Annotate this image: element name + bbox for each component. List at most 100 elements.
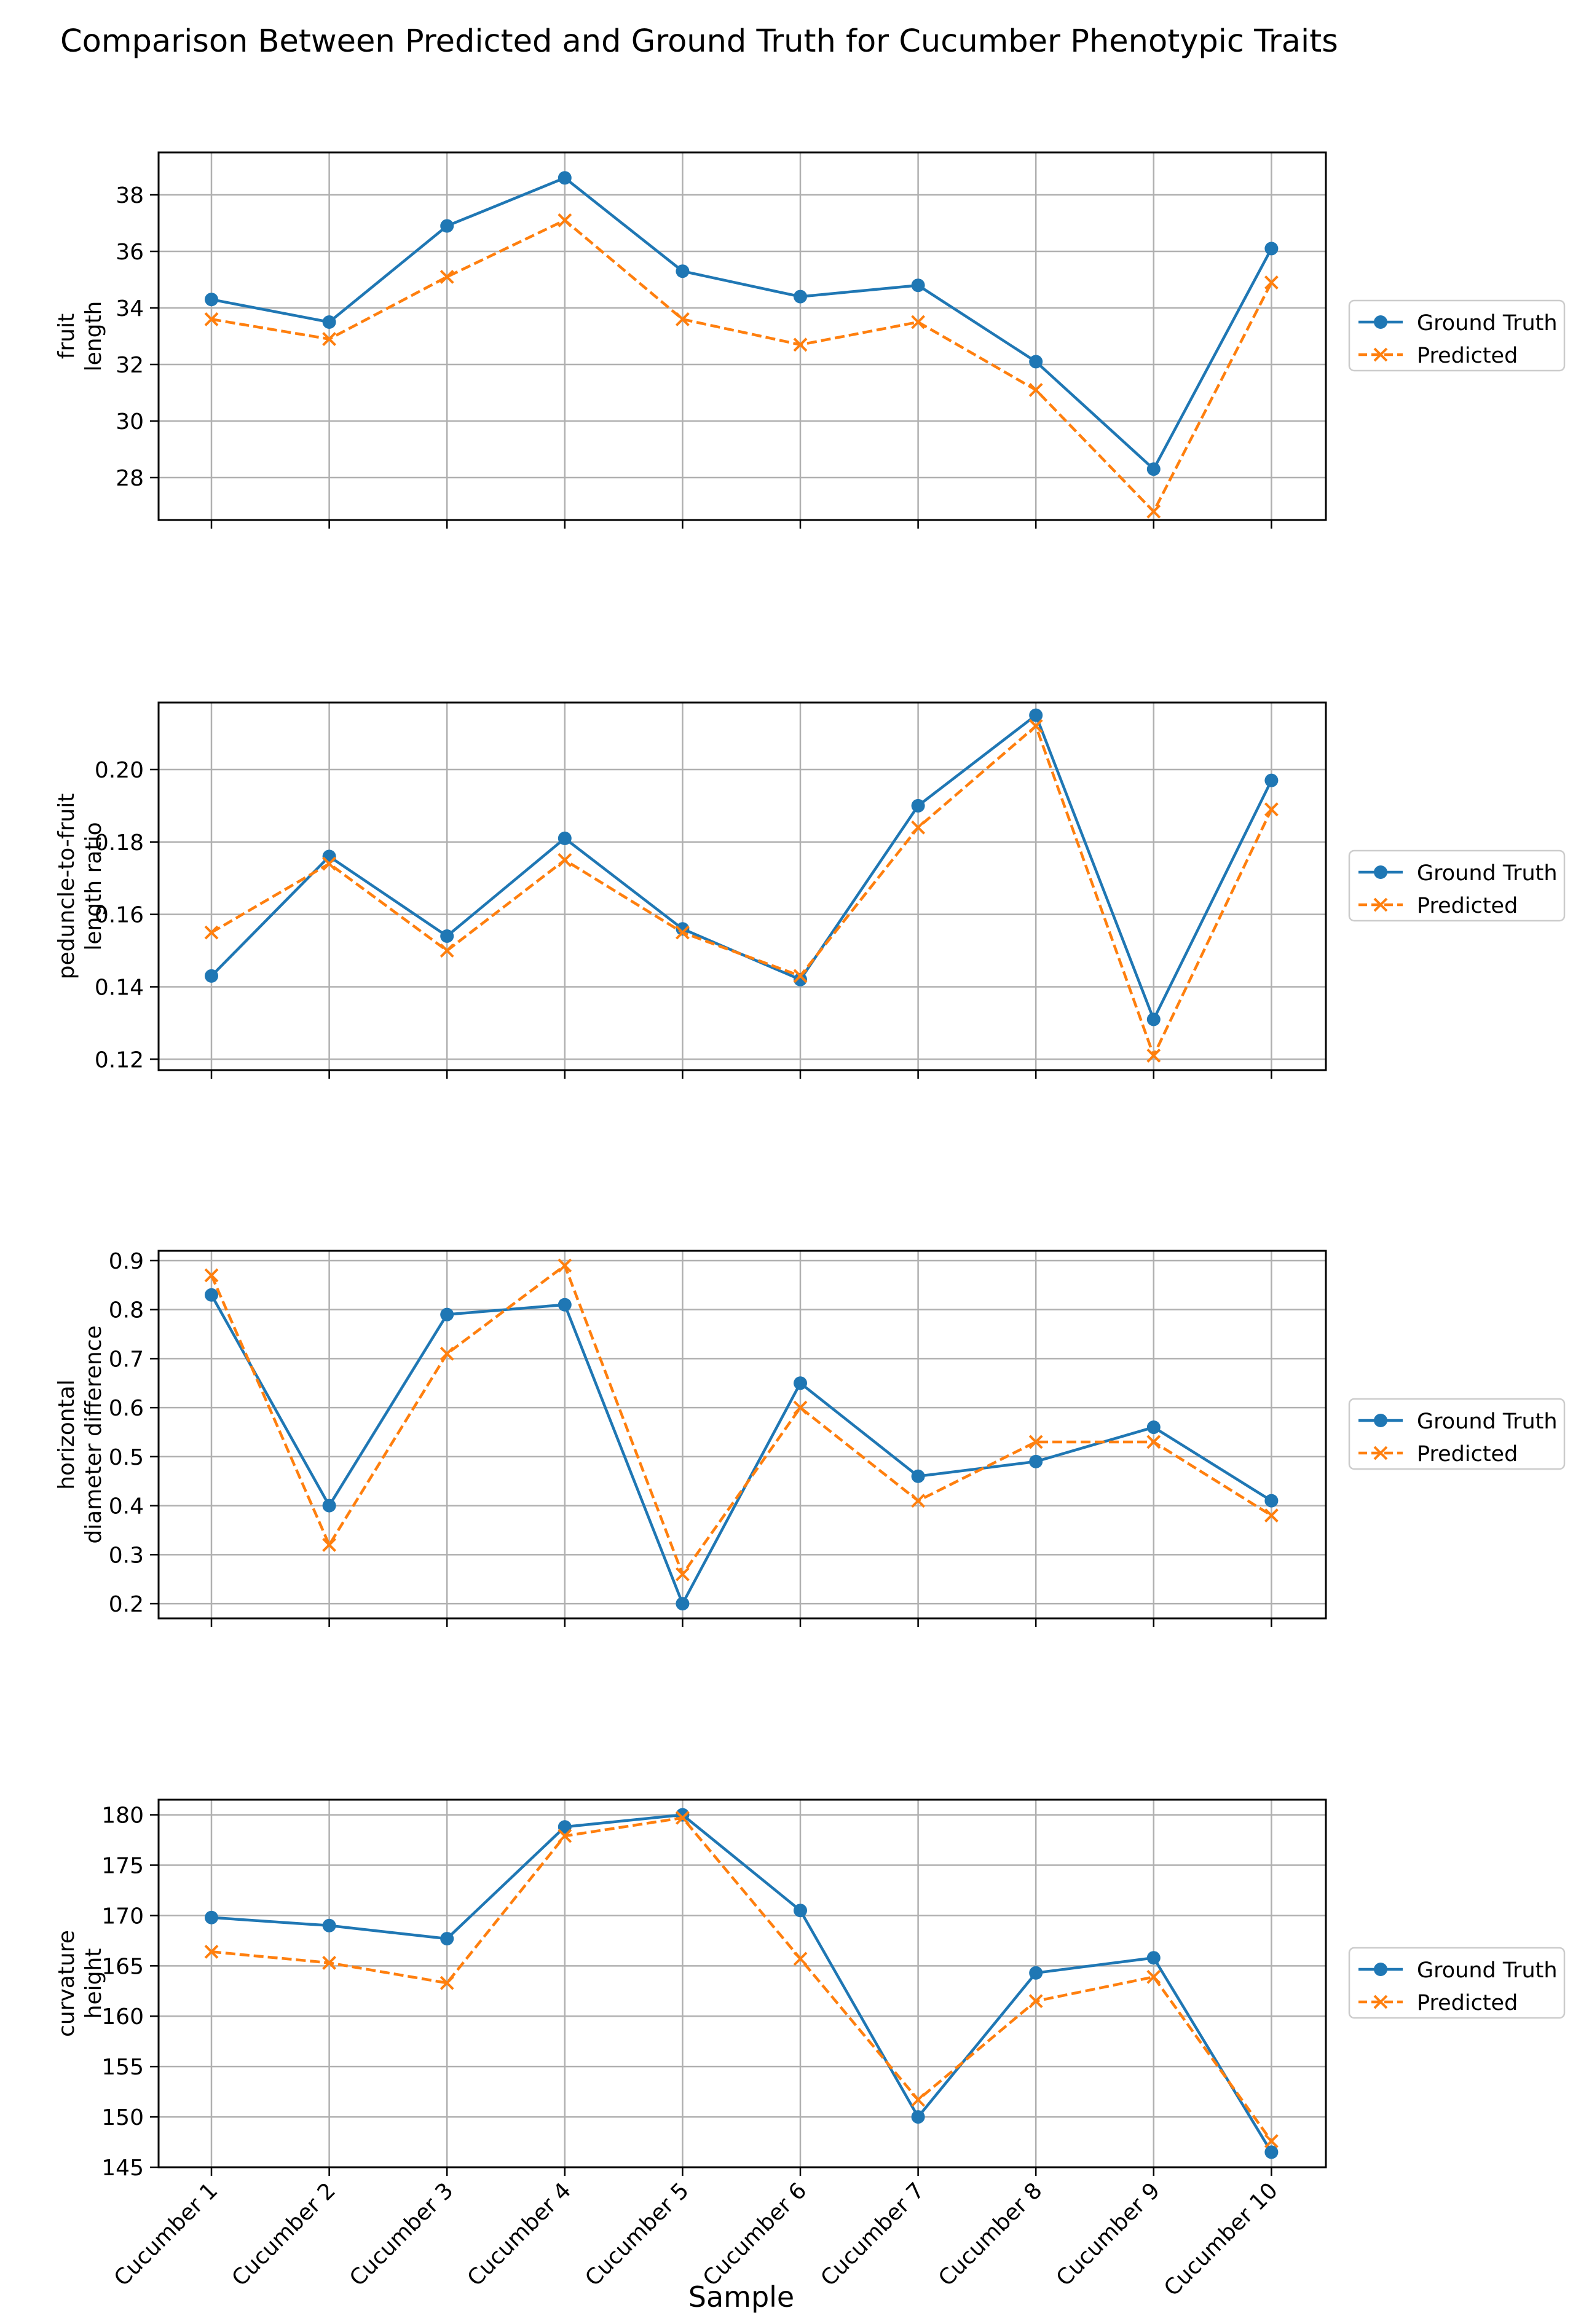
- ground-truth-line: [210, 1294, 1272, 1605]
- legend-label: Ground Truth: [1417, 1958, 1558, 1983]
- predicted-point: [322, 1537, 337, 1552]
- predicted-point: [1028, 1994, 1043, 2009]
- y-axis-label-line: length ratio: [81, 822, 106, 950]
- legend-label: Ground Truth: [1417, 861, 1558, 886]
- ground-truth-point: [794, 972, 807, 987]
- y-axis-label-line: horizontal: [54, 1379, 79, 1490]
- ground-truth-point: [558, 171, 572, 185]
- legend-label: Predicted: [1417, 344, 1518, 368]
- predicted-point: [1028, 719, 1043, 733]
- predicted-point: [911, 1494, 926, 1508]
- ground-truth-point: [1146, 462, 1161, 476]
- ground-truth-point: [1029, 708, 1043, 722]
- y-tick-label: 165: [101, 1954, 144, 1979]
- axes-frame: [157, 1798, 1327, 2168]
- predicted-point: [204, 1268, 219, 1283]
- ground-truth-point: [1146, 1951, 1161, 1965]
- legend-predicted-marker: [1373, 1446, 1388, 1460]
- y-tick-label: 0.16: [95, 903, 144, 928]
- ground-truth-line: [210, 714, 1273, 1021]
- axes-frame: [157, 151, 1327, 521]
- ground-truth-point: [440, 219, 454, 233]
- predicted-point: [1028, 382, 1043, 397]
- legend-box: [1348, 299, 1566, 372]
- predicted-point: [204, 312, 219, 326]
- ground-truth-point: [440, 1307, 454, 1322]
- predicted-point: [911, 2092, 926, 2107]
- predicted-point: [440, 1975, 454, 1990]
- ground-truth-point: [794, 290, 807, 304]
- predicted-point: [911, 820, 926, 835]
- predicted-line: [211, 219, 1273, 513]
- ground-truth-point: [205, 293, 218, 307]
- predicted-point: [793, 1400, 808, 1415]
- y-tick-label: 0.14: [95, 975, 144, 1000]
- predicted-point: [1264, 2133, 1279, 2148]
- y-axis-label-line: curvature: [54, 1930, 79, 2037]
- y-tick-label: 160: [101, 2004, 144, 2030]
- predicted-point: [322, 1955, 337, 1970]
- legend: Ground Truth Predicted: [1348, 1398, 1566, 1470]
- x-tick-label: Cucumber 9: [1052, 2178, 1165, 2291]
- predicted-point: [558, 853, 572, 867]
- y-tick-label: 175: [101, 1853, 144, 1878]
- ground-truth-point: [676, 1597, 690, 1611]
- predicted-point: [793, 1952, 808, 1966]
- legend: Ground Truth Predicted: [1348, 849, 1566, 922]
- y-tick-label: 0.20: [95, 758, 144, 783]
- axes-frame: [157, 701, 1327, 1071]
- predicted-point: [793, 337, 808, 352]
- legend-ground-truth-marker: [1374, 315, 1387, 329]
- y-tick-label: 0.9: [109, 1249, 144, 1274]
- ground-truth-point: [205, 969, 218, 983]
- predicted-line: [211, 1816, 1273, 2142]
- ground-truth-point: [205, 1910, 218, 1924]
- x-tick-label: Cucumber 8: [934, 2178, 1047, 2291]
- x-axis-label: Sample: [688, 2280, 795, 2314]
- ground-truth-point: [558, 1298, 572, 1312]
- predicted-point: [204, 925, 219, 940]
- predicted-point: [1146, 1049, 1161, 1063]
- y-tick-label: 30: [116, 409, 144, 435]
- ground-truth-point: [911, 2110, 925, 2124]
- y-axis-label-line: height: [81, 1948, 106, 2019]
- y-tick-label: 0.12: [95, 1047, 144, 1073]
- ground-truth-point: [1029, 1966, 1043, 1980]
- legend: Ground Truth Predicted: [1348, 1947, 1566, 2019]
- ground-truth-point: [322, 849, 336, 864]
- x-tick-label: Cucumber 7: [816, 2178, 929, 2291]
- ground-truth-point: [440, 929, 454, 943]
- ground-truth-line: [211, 176, 1273, 471]
- y-axis-label-line: peduncle-to-fruit: [54, 794, 79, 980]
- x-tick-label: Cucumber 10: [1159, 2178, 1283, 2301]
- x-tick-label: Cucumber 4: [463, 2178, 576, 2291]
- ground-truth-point: [911, 798, 925, 813]
- predicted-point: [1264, 275, 1279, 290]
- predicted-point: [1146, 504, 1161, 519]
- predicted-point: [675, 312, 690, 326]
- x-tick-label: Cucumber 1: [109, 2178, 223, 2291]
- y-tick-label: 170: [101, 1904, 144, 1929]
- ground-truth-point: [676, 264, 690, 278]
- ground-truth-point: [794, 1904, 807, 1918]
- y-axis-label: peduncle-to-fruitlength ratio: [54, 794, 106, 980]
- predicted-line: [210, 725, 1273, 1057]
- y-tick-label: 0.7: [109, 1347, 144, 1372]
- ground-truth-point: [676, 922, 690, 936]
- y-tick-label: 0.8: [109, 1298, 144, 1323]
- x-tick-label: Cucumber 6: [698, 2178, 811, 2291]
- ground-truth-point: [1029, 355, 1043, 369]
- ground-truth-point: [1146, 1012, 1161, 1026]
- predicted-point: [675, 925, 690, 940]
- y-tick-label: 38: [116, 183, 144, 208]
- y-tick-label: 0.5: [109, 1445, 144, 1470]
- legend-box: [1348, 1398, 1566, 1470]
- predicted-point: [675, 1567, 690, 1582]
- y-tick-label: 34: [116, 296, 144, 321]
- predicted-point: [204, 1944, 219, 1959]
- predicted-point: [558, 213, 572, 227]
- x-tick-label: Cucumber 3: [345, 2178, 458, 2291]
- ground-truth-point: [911, 1469, 925, 1483]
- subplot-4: 145 150 155 160 165 170 175 180 curvatureheight G…: [54, 1798, 1566, 2301]
